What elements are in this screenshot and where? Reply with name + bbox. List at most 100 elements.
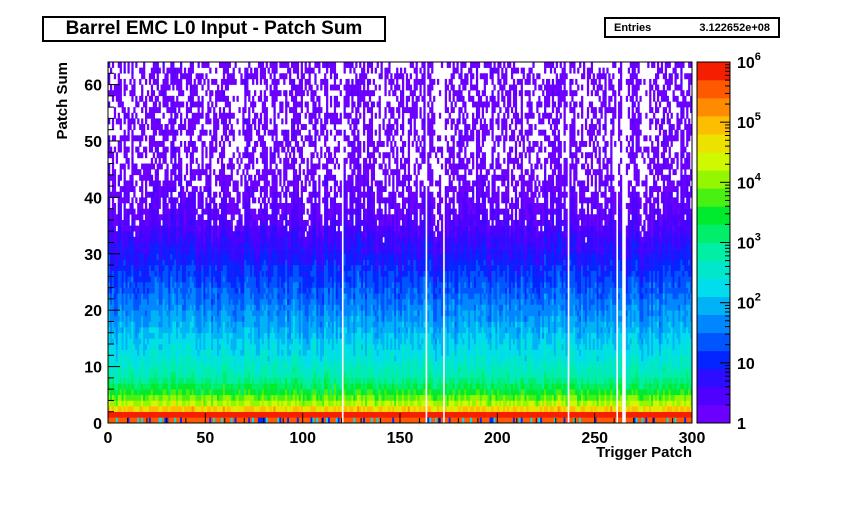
heatmap-cell [133, 360, 136, 367]
heatmap-cell [135, 366, 138, 373]
heatmap-cell [166, 310, 169, 317]
heatmap-cell [261, 293, 265, 300]
heatmap-cell [244, 219, 247, 226]
heatmap-cell [265, 394, 268, 401]
heatmap-cell [148, 140, 152, 147]
heatmap-cell [148, 174, 152, 181]
heatmap-cell [271, 355, 274, 362]
heatmap-cell [108, 344, 111, 350]
heatmap-cell [113, 265, 117, 271]
heatmap-cell [290, 281, 294, 288]
heatmap-cell [228, 118, 231, 125]
heatmap-cell [211, 298, 214, 305]
heatmap-cell [209, 327, 212, 334]
heatmap-cell [285, 152, 288, 159]
heatmap-cell [287, 208, 290, 215]
heatmap-cell [211, 287, 214, 294]
heatmap-cell [113, 276, 117, 283]
heatmap-cell [178, 287, 181, 294]
heatmap-cell [222, 293, 226, 300]
heatmap-cell [273, 276, 276, 283]
heatmap-cell [113, 344, 117, 350]
heatmap-cell [174, 360, 177, 367]
heatmap-cell [150, 197, 154, 204]
heatmap-cell [263, 355, 266, 362]
heatmap-cell [205, 112, 208, 119]
heatmap-cell [166, 344, 169, 350]
heatmap-cell [144, 281, 148, 288]
heatmap-cell [285, 208, 288, 215]
heatmap-cell [150, 389, 154, 396]
heatmap-cell [111, 191, 115, 198]
heatmap-cell [203, 304, 206, 311]
heatmap-cell [281, 332, 284, 339]
heatmap-cell [254, 208, 257, 215]
heatmap-cell [273, 310, 276, 317]
heatmap-cell [144, 208, 148, 215]
heatmap-cell [205, 377, 208, 384]
heatmap-cell [162, 186, 165, 193]
heatmap-cell [195, 321, 198, 328]
heatmap-cell [154, 186, 157, 193]
heatmap-cell [160, 360, 163, 367]
heatmap-cell [195, 310, 198, 317]
heatmap-cell [174, 304, 177, 311]
heatmap-cell [254, 394, 257, 401]
heatmap-cell [123, 417, 126, 424]
heatmap-cell [135, 389, 138, 396]
heatmap-cell [269, 417, 272, 424]
heatmap-cell [195, 394, 198, 401]
heatmap-cell [172, 62, 175, 68]
heatmap-cell [201, 140, 204, 147]
heatmap-cell [181, 304, 185, 311]
heatmap-cell [174, 174, 177, 181]
heatmap-cell [187, 208, 191, 215]
heatmap-cell [240, 265, 243, 271]
heatmap-cell [246, 214, 249, 221]
heatmap-cell [290, 310, 294, 317]
heatmap-cell [240, 248, 243, 255]
heatmap-cell [287, 383, 290, 390]
heatmap-cell [129, 372, 132, 379]
heatmap-cell [283, 344, 286, 350]
heatmap-cell [215, 406, 218, 413]
heatmap-cell [152, 78, 156, 85]
heatmap-cell [176, 101, 179, 108]
heatmap-cell [263, 383, 266, 390]
heatmap-cell [144, 118, 148, 125]
heatmap-cell [127, 62, 130, 68]
heatmap-cell [176, 174, 179, 181]
heatmap-cell [109, 67, 113, 74]
heatmap-cell [183, 366, 187, 373]
heatmap-cell [127, 383, 130, 390]
heatmap-cell [285, 344, 288, 350]
heatmap-cell [215, 293, 218, 300]
heatmap-cell [238, 265, 241, 271]
heatmap-cell [123, 107, 126, 114]
heatmap-cell [178, 332, 181, 339]
heatmap-cell [158, 248, 161, 255]
heatmap-cell [267, 265, 270, 271]
heatmap-cell [193, 310, 196, 317]
heatmap-cell [265, 169, 268, 176]
heatmap-cell [279, 197, 282, 204]
heatmap-cell [277, 242, 280, 249]
heatmap-cell [160, 186, 163, 193]
heatmap-cell [252, 276, 255, 283]
heatmap-cell [113, 107, 117, 114]
heatmap-cell [144, 191, 148, 198]
heatmap-cell [238, 67, 241, 74]
heatmap-cell [113, 315, 117, 322]
heatmap-cell [228, 338, 231, 345]
heatmap-cell [263, 259, 266, 266]
heatmap-cell [215, 338, 218, 345]
heatmap-cell [283, 203, 286, 209]
heatmap-cell [125, 394, 128, 401]
heatmap-cell [127, 372, 130, 379]
heatmap-cell [117, 90, 120, 97]
heatmap-cell [176, 293, 179, 300]
heatmap-cell [215, 67, 218, 74]
heatmap-cell [246, 417, 249, 424]
heatmap-cell [156, 197, 159, 204]
heatmap-cell [119, 315, 122, 322]
